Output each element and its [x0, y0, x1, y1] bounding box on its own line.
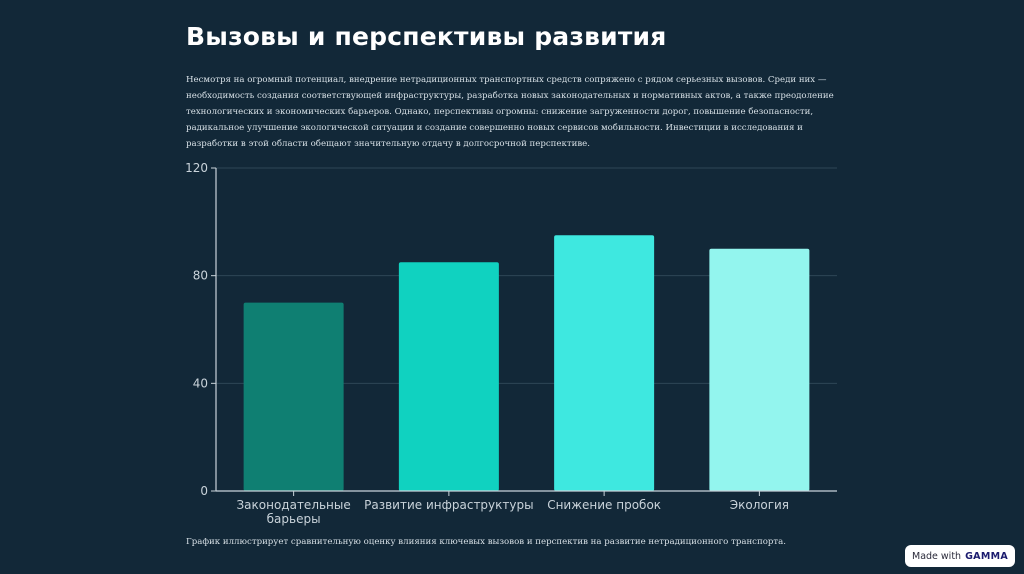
x-tick-label: Снижение пробок	[547, 498, 661, 512]
bar	[398, 262, 499, 491]
gamma-logo: GAMMA	[965, 550, 1008, 562]
x-tick-label: барьеры	[267, 512, 321, 526]
axes	[211, 167, 837, 496]
y-tick-label: 80	[193, 269, 208, 283]
y-tick-labels: 0 40 80 120	[185, 161, 208, 498]
made-with-gamma-badge[interactable]: Made with GAMMA	[905, 545, 1015, 567]
chart-caption: График иллюстрирует сравнительную оценку…	[186, 537, 787, 547]
y-tick-label: 0	[200, 484, 208, 498]
y-tick-label: 120	[185, 161, 208, 175]
bars	[243, 235, 810, 491]
bar	[243, 302, 344, 491]
x-tick-label: Экология	[730, 498, 789, 512]
x-tick-label: Законодательные	[236, 498, 350, 512]
badge-prefix: Made with	[912, 550, 962, 562]
bar	[709, 248, 810, 491]
bar	[554, 235, 655, 491]
y-tick-label: 40	[193, 376, 208, 390]
x-tick-label: Развитие инфраструктуры	[364, 498, 533, 512]
intro-paragraph: Несмотря на огромный потенциал, внедрени…	[186, 75, 834, 149]
slide-title: Вызовы и перспективы развития	[186, 22, 667, 51]
